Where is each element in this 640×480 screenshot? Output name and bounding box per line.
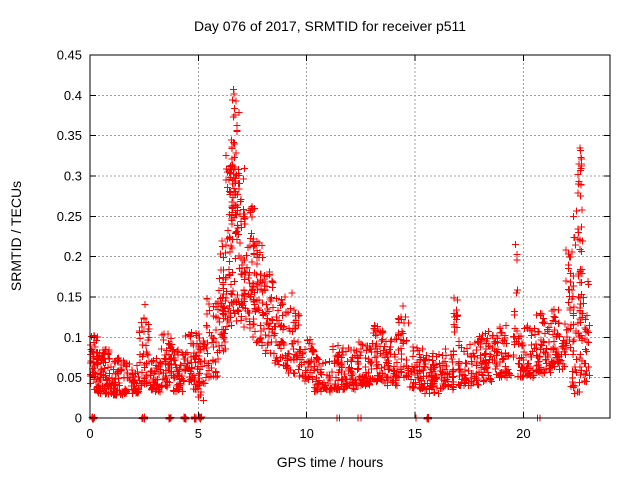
scatter-markers	[87, 86, 593, 423]
data-points	[87, 86, 593, 423]
y-tick-label: 0.2	[64, 249, 82, 264]
y-tick-label: 0.3	[64, 169, 82, 184]
x-tick-label: 5	[195, 426, 202, 441]
chart-title: Day 076 of 2017, SRMTID for receiver p51…	[194, 18, 466, 34]
x-tick-labels: 0 5 10 15 20	[86, 426, 530, 441]
y-tick-label: 0	[75, 411, 82, 426]
y-tick-label: 0.35	[57, 128, 82, 143]
y-tick-label: 0.25	[57, 209, 82, 224]
y-tick-label: 0.4	[64, 88, 82, 103]
y-tick-label: 0.15	[57, 290, 82, 305]
x-axis-label: GPS time / hours	[277, 454, 384, 470]
y-tick-label: 0.1	[64, 330, 82, 345]
y-tick-labels: 0 0.05 0.1 0.15 0.2 0.25 0.3 0.35 0.4 0.45	[57, 48, 82, 426]
y-axis-label: SRMTID / TECUs	[8, 181, 24, 291]
x-tick-label: 20	[516, 426, 530, 441]
y-tick-label: 0.45	[57, 48, 82, 63]
axis-ticks	[89, 54, 610, 419]
x-tick-label: 0	[86, 426, 93, 441]
y-tick-label: 0.05	[57, 370, 82, 385]
plot-area[interactable]	[89, 54, 611, 419]
x-tick-label: 15	[408, 426, 422, 441]
x-tick-label: 10	[299, 426, 313, 441]
